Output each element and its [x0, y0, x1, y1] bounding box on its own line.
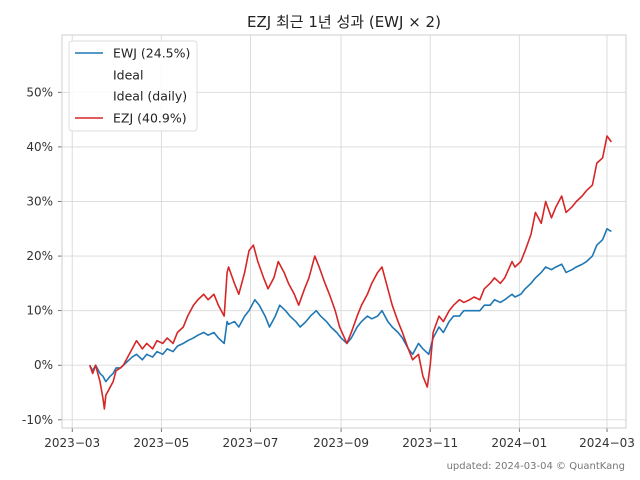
- y-tick-label: -10%: [22, 413, 53, 427]
- legend-box: [68, 40, 198, 132]
- footer-note: updated: 2024-03-04 © QuantKang: [447, 461, 625, 472]
- x-tick-label: 2023−03: [44, 436, 100, 450]
- chart-title: EZJ 최근 1년 성과 (EWJ × 2): [247, 13, 441, 31]
- ewj-line: [89, 227, 612, 383]
- x-tick-label: 2023−07: [223, 436, 279, 450]
- legend-label-ewj: EWJ (24.5%): [113, 46, 190, 61]
- x-tick-label: 2023−05: [133, 436, 189, 450]
- y-tick-label: 50%: [26, 85, 53, 99]
- plot-frame: [61, 34, 627, 429]
- y-tick-labels: -10% 0% 10% 20% 30% 40% 50%: [22, 85, 53, 427]
- x-tick-label: 2023−09: [313, 436, 369, 450]
- x-tick-label: 2024−01: [491, 436, 547, 450]
- x-tick-label: 2023−11: [402, 436, 458, 450]
- legend-label-ezj: EZJ (40.9%): [113, 111, 187, 126]
- gridlines: [58, 35, 626, 432]
- y-tick-label: 30%: [26, 194, 53, 208]
- y-tick-label: 0%: [34, 358, 53, 372]
- x-tick-labels: 2023−03 2023−05 2023−07 2023−09 2023−11 2024−…: [44, 436, 635, 450]
- legend: EWJ (24.5%) Ideal Ideal (daily) EZJ (40.…: [68, 40, 198, 132]
- ezj-line: [89, 135, 613, 410]
- x-tick-label: 2024−03: [579, 436, 635, 450]
- y-tick-label: 40%: [26, 140, 53, 154]
- y-tick-label: 10%: [26, 304, 53, 318]
- legend-label-ideal-daily: Ideal (daily): [113, 89, 187, 104]
- series-lines: [89, 135, 613, 410]
- legend-label-ideal: Ideal: [113, 68, 143, 83]
- y-tick-label: 20%: [26, 249, 53, 263]
